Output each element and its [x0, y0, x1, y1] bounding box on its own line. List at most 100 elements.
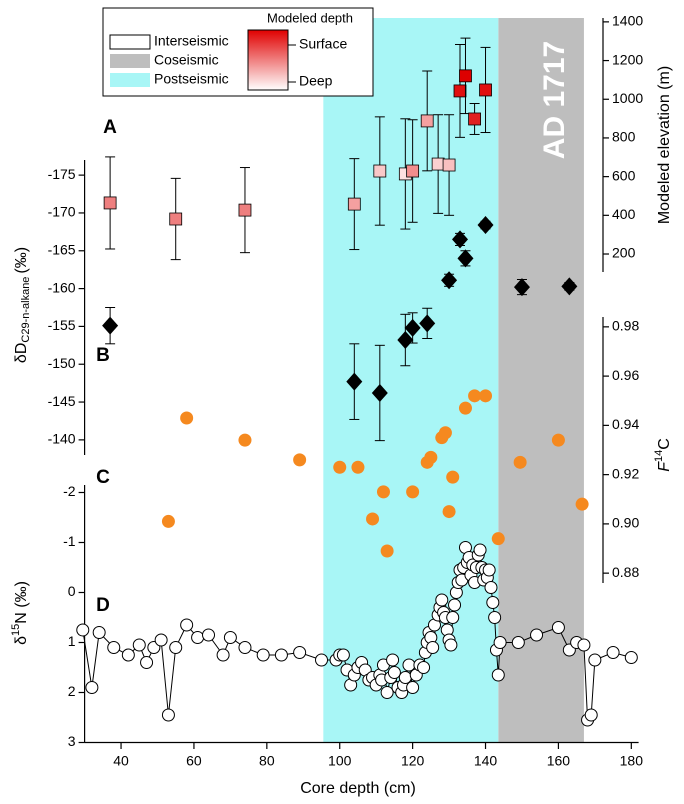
label-part: δ	[13, 636, 30, 645]
region	[498, 18, 584, 743]
square-marker	[459, 69, 472, 83]
circle-marker	[448, 598, 462, 612]
circle-marker	[293, 646, 307, 659]
circle-marker	[417, 661, 431, 674]
y-tick-label: 0.94	[612, 416, 639, 432]
diamond-marker	[452, 230, 469, 249]
square-marker	[347, 197, 361, 211]
circle-marker	[446, 470, 460, 484]
legend-label: Coseismic	[154, 52, 219, 68]
circle-marker	[406, 681, 420, 694]
circle-marker	[624, 651, 638, 664]
y-tick-label: -175	[48, 166, 76, 182]
legend-swatch	[110, 73, 150, 87]
circle-marker	[482, 563, 496, 577]
circle-marker	[380, 686, 394, 699]
circle-marker	[577, 638, 591, 652]
circle-marker	[76, 623, 90, 637]
panel-label: B	[96, 345, 110, 366]
square-marker	[406, 164, 420, 178]
circle-marker	[202, 628, 216, 642]
y-tick-label: 2	[68, 683, 76, 699]
x-axis-title: Core depth (cm)	[300, 780, 416, 797]
legend-label: Postseismic	[154, 71, 229, 87]
square-marker	[103, 196, 117, 210]
gradient-label: Deep	[299, 73, 333, 89]
diamond-marker	[404, 318, 421, 337]
y-tick-label: 1200	[612, 51, 643, 67]
circle-marker	[588, 653, 602, 667]
circle-marker	[491, 668, 505, 682]
circle-marker	[575, 497, 589, 511]
circle-marker	[398, 671, 412, 684]
circle-marker	[92, 626, 106, 639]
y-tick-label: 0.98	[612, 318, 639, 334]
circle-marker	[442, 505, 456, 519]
diamond-marker	[477, 216, 494, 235]
label-part: C	[656, 438, 673, 450]
circle-marker	[606, 646, 620, 659]
y-tick-label: 0.96	[612, 367, 639, 383]
label-part: δD	[13, 343, 30, 363]
circle-marker	[351, 460, 365, 474]
diamond-marker	[102, 316, 119, 335]
circle-marker	[468, 389, 482, 403]
label-part: F	[656, 461, 673, 472]
circle-marker	[180, 411, 194, 425]
circle-marker	[238, 641, 252, 654]
y-tick-label: 1400	[612, 13, 643, 29]
y-tick-label: -150	[48, 355, 76, 371]
circle-marker	[488, 611, 502, 624]
y-axis-title: δDC29-n-alkane (‰)	[13, 247, 32, 363]
diamond-marker	[513, 278, 530, 297]
circle-marker	[426, 641, 440, 654]
circle-marker	[473, 543, 487, 557]
circle-marker	[336, 648, 350, 662]
circle-marker	[107, 641, 121, 654]
circle-marker	[513, 455, 527, 469]
y-tick-label: 400	[612, 206, 636, 222]
circle-marker	[584, 708, 598, 722]
panel-label: A	[103, 117, 117, 138]
x-tick-label: 100	[328, 753, 352, 769]
diamond-marker	[397, 331, 414, 350]
x-tick-label: 160	[547, 753, 571, 769]
gradient-bar	[247, 29, 289, 91]
square-marker	[479, 83, 492, 97]
circle-marker	[223, 631, 237, 644]
diamond-marker	[561, 277, 578, 296]
circle-marker	[216, 648, 230, 662]
circle-marker	[256, 648, 270, 662]
label-part: 15	[10, 624, 22, 636]
x-tick-label: 180	[620, 753, 644, 769]
y-axis-title: F14C	[653, 438, 673, 472]
y-tick-label: -2	[63, 483, 76, 499]
y-tick-label: 600	[612, 167, 636, 183]
label-part: 14	[653, 450, 665, 462]
circle-marker	[486, 596, 500, 609]
y-tick-label: 200	[612, 245, 636, 261]
circle-marker	[132, 638, 146, 652]
circle-marker	[376, 485, 390, 499]
circle-marker	[161, 514, 175, 528]
gradient-label: Surface	[299, 36, 347, 52]
diamond-marker	[441, 271, 458, 290]
label-part: C29-n-alkane	[20, 277, 32, 343]
circle-marker	[438, 426, 452, 440]
square-marker	[442, 158, 456, 172]
y-axis-title: Modeled elevation (m)	[656, 66, 673, 224]
y-tick-label: -1	[63, 533, 76, 549]
y-tick-label: 3	[68, 733, 76, 749]
circle-marker	[274, 648, 288, 662]
y-tick-label: -170	[48, 204, 76, 220]
circle-marker	[386, 653, 400, 667]
legend-title: Modeled depth	[267, 10, 353, 25]
square-marker	[453, 84, 467, 98]
square-marker	[169, 212, 183, 226]
y-tick-label: -165	[48, 241, 76, 257]
legend-label: Interseismic	[154, 33, 229, 49]
y-tick-label: 1000	[612, 90, 643, 106]
circle-marker	[366, 512, 380, 526]
circle-marker	[191, 631, 205, 644]
circle-marker	[511, 636, 525, 649]
